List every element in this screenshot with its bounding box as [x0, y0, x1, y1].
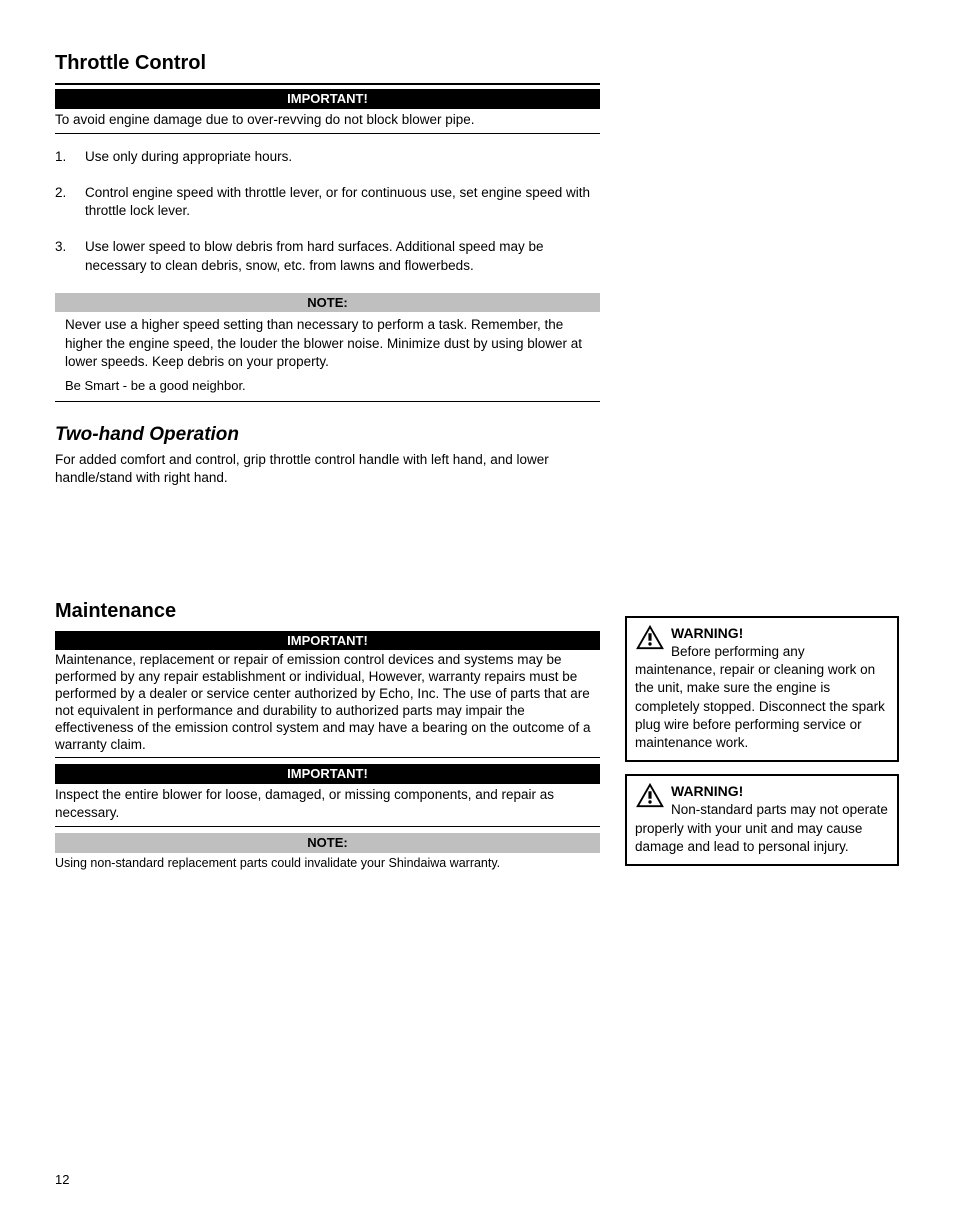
- list-item: 2. Control engine speed with throttle le…: [55, 184, 600, 220]
- important-bar: IMPORTANT!: [55, 631, 600, 651]
- warning-box-1: WARNING! Before performing any maintenan…: [625, 616, 899, 763]
- warning-label: WARNING!: [671, 625, 743, 641]
- maintenance-row: Maintenance IMPORTANT! Maintenance, repl…: [55, 598, 899, 878]
- important-text-block: Maintenance, replacement or repair of em…: [55, 652, 600, 758]
- important-text-block: To avoid engine damage due to over-revvi…: [55, 111, 600, 134]
- throttle-section: Throttle Control IMPORTANT! To avoid eng…: [55, 50, 600, 488]
- important-text-block: Inspect the entire blower for loose, dam…: [55, 786, 600, 827]
- warning-icon: [635, 624, 665, 650]
- list-item: 3. Use lower speed to blow debris from h…: [55, 238, 600, 274]
- list-text: Control engine speed with throttle lever…: [85, 184, 600, 220]
- note-body: Never use a higher speed setting than ne…: [55, 312, 600, 401]
- warning-label: WARNING!: [671, 783, 743, 799]
- twohand-section: Two-hand Operation For added comfort and…: [55, 422, 600, 488]
- maint-note-text: Using non-standard replacement parts cou…: [55, 855, 600, 872]
- warning-icon: [635, 782, 665, 808]
- important-text: To avoid engine damage due to over-revvi…: [55, 111, 600, 129]
- warning-text-1: Before performing any maintenance, repai…: [635, 644, 885, 750]
- important-bar: IMPORTANT!: [55, 764, 600, 784]
- twohand-heading: Two-hand Operation: [55, 422, 600, 448]
- list-text: Use only during appropriate hours.: [85, 148, 600, 166]
- note-bar: NOTE:: [55, 833, 600, 853]
- warning-text-2: Non-standard parts may not operate prope…: [635, 802, 888, 853]
- throttle-rule: [55, 83, 600, 85]
- important1-text: Maintenance, replacement or repair of em…: [55, 652, 600, 753]
- page-number: 12: [55, 1171, 69, 1189]
- list-item: 1. Use only during appropriate hours.: [55, 148, 600, 166]
- list-text: Use lower speed to blow debris from hard…: [85, 238, 600, 274]
- throttle-note: NOTE: Never use a higher speed setting t…: [55, 293, 600, 402]
- maintenance-left: Maintenance IMPORTANT! Maintenance, repl…: [55, 598, 600, 872]
- throttle-heading: Throttle Control: [55, 50, 600, 77]
- throttle-list: 1. Use only during appropriate hours. 2.…: [55, 148, 600, 275]
- warning-box-2: WARNING! Non-standard parts may not oper…: [625, 774, 899, 866]
- note-bar: NOTE:: [55, 293, 600, 313]
- note-text: Never use a higher speed setting than ne…: [65, 316, 590, 371]
- list-num: 3.: [55, 238, 85, 274]
- twohand-text: For added comfort and control, grip thro…: [55, 451, 600, 487]
- maintenance-right: WARNING! Before performing any maintenan…: [625, 598, 899, 878]
- note-tagline: Be Smart - be a good neighbor.: [65, 377, 590, 395]
- list-num: 1.: [55, 148, 85, 166]
- important2-text: Inspect the entire blower for loose, dam…: [55, 786, 600, 822]
- important-bar: IMPORTANT!: [55, 89, 600, 109]
- maintenance-heading: Maintenance: [55, 598, 600, 625]
- list-num: 2.: [55, 184, 85, 220]
